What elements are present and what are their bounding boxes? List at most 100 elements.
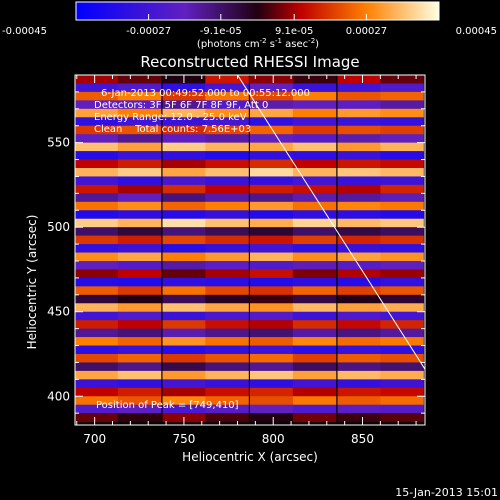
heatmap-cell: [292, 201, 337, 211]
heatmap-cell: [380, 210, 424, 220]
heatmap-cell: [292, 328, 337, 338]
heatmap-cell: [292, 210, 337, 220]
heatmap-cell: [75, 108, 119, 118]
heatmap-cell: [75, 210, 119, 220]
heatmap-cell: [205, 125, 249, 135]
heatmap-cell: [380, 269, 424, 279]
heatmap-cell: [380, 337, 424, 347]
heatmap-cell: [292, 353, 337, 364]
heatmap-cell: [380, 100, 424, 110]
heatmap-cell: [75, 100, 119, 110]
heatmap-cell: [205, 328, 249, 338]
heatmap-cell: [292, 269, 337, 279]
y-tick-label: 400: [47, 389, 70, 403]
heatmap-cell: [205, 379, 249, 389]
heatmap-cell: [292, 159, 337, 169]
heatmap-cell: [380, 396, 424, 406]
y-tick-label: 500: [47, 220, 70, 234]
heatmap-cell: [117, 404, 162, 414]
heatmap-cell: [205, 320, 249, 330]
heatmap-cell: [162, 252, 206, 262]
heatmap-cell: [250, 151, 294, 161]
heatmap-cell: [250, 193, 294, 203]
heatmap-cell: [250, 210, 294, 220]
heatmap-cell: [117, 176, 162, 186]
heatmap-cell: [250, 286, 294, 296]
heatmap-cell: [292, 260, 337, 271]
heatmap-cell: [117, 379, 162, 389]
heatmap-cell: [162, 227, 206, 237]
heatmap-cell: [117, 201, 162, 211]
annotation-energy-range: Energy Range: 12.0 - 25.0 keV: [94, 112, 247, 123]
colorbar: [75, 1, 440, 21]
heatmap-cell: [250, 142, 294, 152]
heatmap-cell: [162, 218, 206, 228]
heatmap-cell: [117, 227, 162, 237]
heatmap-cell: [75, 184, 119, 194]
heatmap-cell: [75, 286, 119, 296]
heatmap-cell: [162, 125, 206, 135]
heatmap-cell: [292, 167, 337, 178]
heatmap-cell: [250, 370, 294, 380]
heatmap-cell: [117, 184, 162, 194]
x-tick-label: 700: [83, 432, 106, 446]
heatmap-cell: [292, 311, 337, 321]
heatmap-cell: [205, 193, 249, 203]
heatmap-cell: [117, 117, 162, 127]
heatmap-cell: [162, 134, 206, 144]
annotation-detectors: Detectors: 3F 5F 6F 7F 8F 9F, Att 0: [94, 100, 268, 111]
heatmap-cell: [250, 387, 294, 397]
heatmap-cell: [337, 362, 381, 372]
heatmap-cell: [117, 75, 162, 85]
heatmap-cell: [205, 277, 249, 287]
heatmap-cell: [117, 100, 162, 110]
heatmap-cell: [337, 91, 381, 101]
heatmap-cell: [292, 244, 337, 254]
heatmap-cell: [292, 117, 337, 127]
heatmap-cell: [75, 311, 119, 321]
heatmap-cell: [337, 142, 381, 152]
heatmap-cell: [75, 134, 119, 144]
heatmap-cell: [75, 387, 119, 397]
heatmap-cell: [380, 235, 424, 245]
heatmap-cell: [117, 387, 162, 397]
heatmap-cell: [337, 108, 381, 118]
heatmap-cell: [162, 159, 206, 169]
heatmap-cell: [205, 396, 249, 406]
heatmap-cell: [205, 218, 249, 228]
heatmap-cell: [162, 345, 206, 355]
heatmap-cell: [205, 108, 249, 118]
heatmap-cell: [117, 218, 162, 228]
heatmap-cell: [75, 91, 119, 101]
heatmap-cell: [162, 244, 206, 254]
heatmap-cell: [250, 303, 294, 313]
footer-timestamp: 15-Jan-2013 15:01: [395, 486, 498, 499]
heatmap-cell: [117, 244, 162, 254]
heatmap-cell: [380, 227, 424, 237]
heatmap-cell: [292, 404, 337, 414]
heatmap-cell: [117, 303, 162, 313]
heatmap-cell: [162, 260, 206, 271]
heatmap-cell: [205, 227, 249, 237]
heatmap-cell: [250, 404, 294, 414]
heatmap-cell: [337, 345, 381, 355]
heatmap-cell: [380, 75, 424, 85]
heatmap-cell: [75, 167, 119, 178]
heatmap-cell: [250, 235, 294, 245]
heatmap-cell: [162, 184, 206, 194]
heatmap-cell: [337, 320, 381, 330]
heatmap-cell: [117, 125, 162, 135]
heatmap-cell: [292, 235, 337, 245]
heatmap-cell: [250, 362, 294, 372]
x-tick-label: 850: [351, 432, 374, 446]
heatmap-cell: [205, 235, 249, 245]
heatmap-cell: [75, 252, 119, 262]
heatmap-cell: [162, 362, 206, 372]
heatmap-cell: [337, 353, 381, 364]
heatmap-cell: [117, 328, 162, 338]
heatmap-cell: [117, 337, 162, 347]
heatmap-cell: [250, 269, 294, 279]
heatmap-cell: [205, 184, 249, 194]
heatmap-cell: [250, 201, 294, 211]
heatmap-cell: [337, 184, 381, 194]
